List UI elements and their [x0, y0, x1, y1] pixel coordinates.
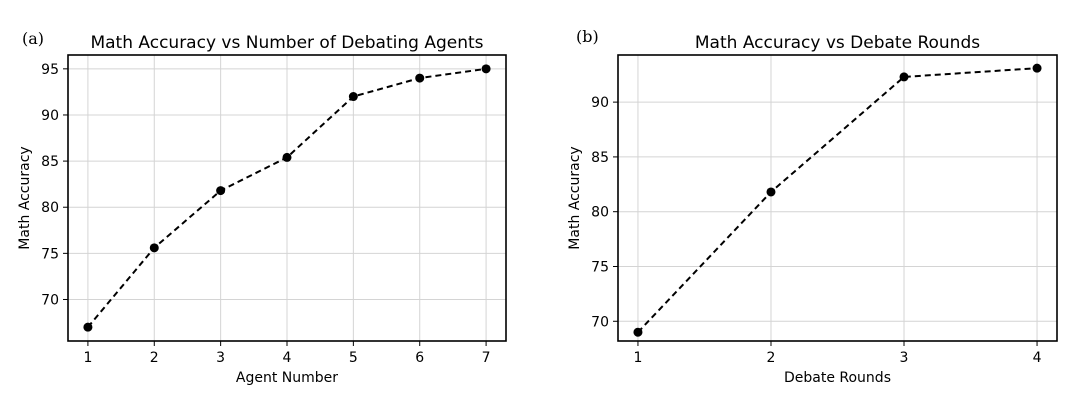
plot-frame	[617, 54, 1058, 342]
y-tick-label: 85	[591, 150, 609, 166]
x-tick-label: 5	[349, 350, 358, 366]
data-point	[766, 187, 776, 197]
y-tick-label: 90	[41, 108, 59, 124]
data-point	[83, 322, 93, 332]
y-axis-label: Math Accuracy	[567, 146, 583, 249]
x-tick-label: 4	[1033, 350, 1042, 366]
x-tick-label: 7	[482, 350, 491, 366]
y-tick-label: 80	[41, 200, 59, 216]
series-line	[637, 67, 1038, 333]
x-tick-label: 1	[83, 350, 92, 366]
data-point	[1032, 63, 1042, 73]
plot-frame	[67, 54, 507, 342]
data-point	[899, 72, 909, 82]
x-tick-label: 4	[283, 350, 292, 366]
x-tick-label: 2	[150, 350, 159, 366]
data-point	[216, 186, 226, 196]
y-tick-label: 75	[591, 259, 609, 275]
data-point	[149, 243, 159, 253]
data-point	[348, 92, 358, 102]
panel-label: (a)	[22, 29, 44, 48]
x-tick-label: 1	[633, 350, 642, 366]
y-tick-label: 95	[41, 62, 59, 78]
panel-label: (b)	[576, 27, 599, 46]
x-axis-label: Agent Number	[236, 370, 338, 386]
x-tick-label: 3	[900, 350, 909, 366]
y-tick-label: 75	[41, 246, 59, 262]
x-tick-label: 3	[216, 350, 225, 366]
chart-title: Math Accuracy vs Number of Debating Agen…	[90, 33, 483, 53]
y-axis-label: Math Accuracy	[17, 146, 33, 249]
chart-panel-b: 1 2 3 4 70 75 80 85 90 Math Accuracy vs Debate Ro…	[567, 27, 1058, 386]
y-tick-label: 70	[591, 314, 609, 330]
y-tick-label: 85	[41, 154, 59, 170]
data-point	[282, 152, 292, 162]
data-point	[481, 64, 491, 74]
y-tick-label: 70	[41, 292, 59, 308]
x-tick-label: 2	[767, 350, 776, 366]
data-point	[415, 73, 425, 83]
y-tick-label: 90	[591, 95, 609, 111]
chart-panel-a: 1 2 3 4 5 6 7 70 75 80 85 90 95 Math Accuracy vs Numb…	[17, 29, 507, 386]
data-point	[633, 327, 643, 337]
chart-title: Math Accuracy vs Debate Rounds	[695, 33, 980, 53]
x-tick-label: 6	[415, 350, 424, 366]
y-tick-label: 80	[591, 205, 609, 221]
x-axis-label: Debate Rounds	[784, 370, 891, 386]
